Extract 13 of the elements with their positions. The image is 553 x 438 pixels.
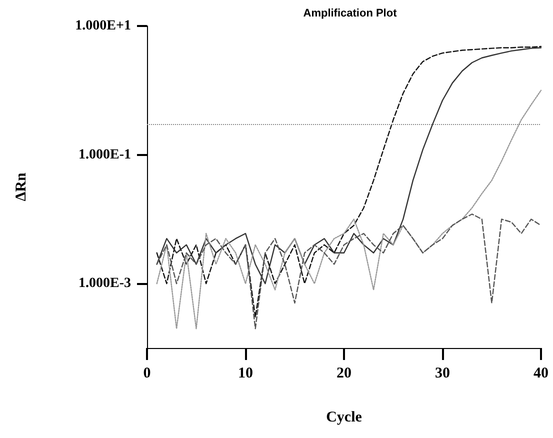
y-tick-label: 1.000E-1 <box>78 147 131 162</box>
line-series <box>156 90 542 330</box>
x-tick-label: 0 <box>143 366 151 382</box>
y-tick-label: 1.000E+1 <box>75 18 131 34</box>
x-tick-label: 40 <box>534 366 548 382</box>
x-tick-label: 20 <box>336 366 352 382</box>
y-axis-title: ΔRn <box>14 172 30 202</box>
y-tick-label: 1.000E-3 <box>78 276 131 292</box>
x-axis-title: Cycle <box>326 410 362 426</box>
line-series <box>156 214 542 330</box>
x-tick-label: 30 <box>435 366 450 382</box>
x-tick-label: 10 <box>238 366 253 382</box>
chart-title: Amplification Plot <box>303 8 398 20</box>
